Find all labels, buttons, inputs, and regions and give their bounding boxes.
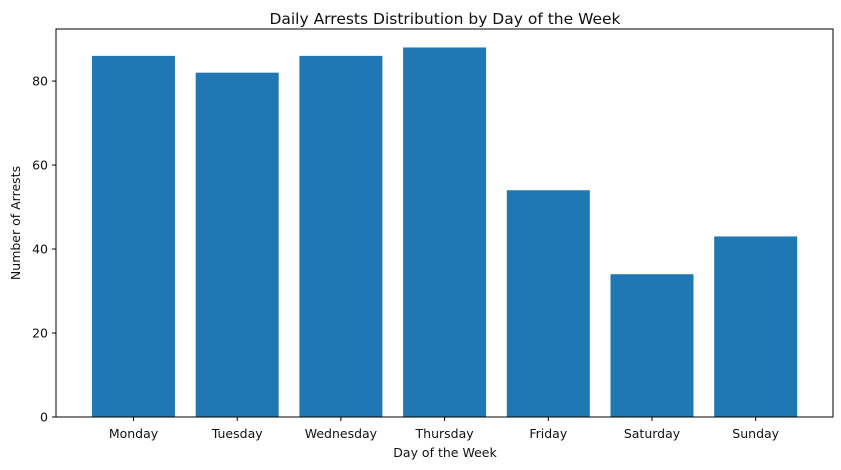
y-tick-label-40: 40	[32, 241, 48, 256]
x-tick-label-thursday: Thursday	[415, 426, 475, 441]
bar-saturday	[610, 274, 694, 417]
x-tick-label-sunday: Sunday	[732, 426, 779, 441]
x-tick-label-tuesday: Tuesday	[211, 426, 263, 441]
bars-group	[92, 47, 798, 418]
bar-monday	[92, 55, 175, 418]
plot-area-frame	[55, 28, 834, 418]
y-tick-label-60: 60	[32, 157, 48, 172]
y-axis-label: Number of Arrests	[8, 166, 23, 280]
x-axis-ticks: Monday Tuesday Wednesday Thursday Friday Satu…	[109, 417, 780, 441]
chart-title: Daily Arrests Distribution by Day of the…	[269, 10, 620, 28]
x-axis-label: Day of the Week	[393, 445, 497, 460]
x-tick-label-saturday: Saturday	[624, 426, 681, 441]
x-tick-label-wednesday: Wednesday	[305, 426, 378, 441]
y-tick-label-20: 20	[32, 325, 48, 340]
bar-thursday	[403, 47, 487, 417]
y-tick-label-80: 80	[32, 73, 48, 88]
bar-friday	[506, 190, 590, 417]
bar-sunday	[714, 236, 798, 417]
x-tick-label-friday: Friday	[529, 426, 567, 441]
x-tick-label-monday: Monday	[109, 426, 159, 441]
bar-wednesday	[299, 55, 383, 418]
y-tick-label-0: 0	[40, 409, 48, 424]
bar-tuesday	[195, 72, 279, 418]
y-axis-ticks: 0 20 40 60 80	[32, 73, 56, 424]
